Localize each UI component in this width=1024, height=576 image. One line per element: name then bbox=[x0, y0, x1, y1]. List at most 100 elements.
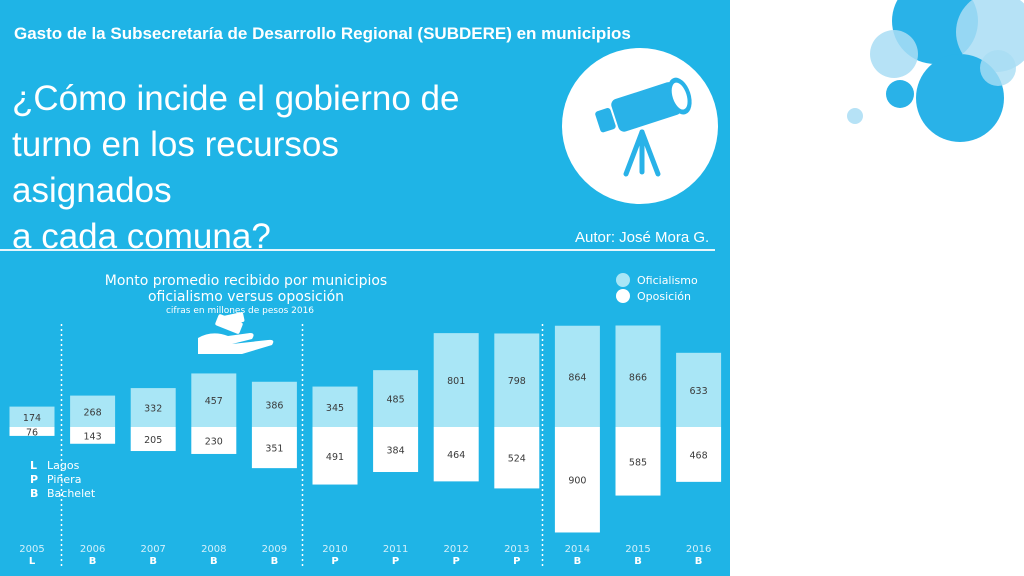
x-tick-government: B bbox=[210, 556, 218, 567]
data-label-oficialismo: 268 bbox=[84, 407, 102, 418]
x-tick-year: 2005 bbox=[19, 544, 44, 555]
legend-swatch-oposicion bbox=[616, 289, 630, 303]
bar-oposicion bbox=[70, 427, 116, 444]
key-name: Piñera bbox=[47, 473, 81, 486]
data-label-oficialismo: 457 bbox=[205, 396, 223, 407]
legend-label-oficialismo: Oficialismo bbox=[637, 274, 698, 287]
data-label-oposicion: 351 bbox=[265, 444, 283, 455]
x-tick-year: 2010 bbox=[322, 544, 347, 555]
headline-line: ¿Cómo incide el gobierno de bbox=[12, 79, 460, 118]
x-tick-government: B bbox=[634, 556, 642, 567]
x-tick-government: P bbox=[392, 556, 399, 567]
data-label-oposicion: 468 bbox=[690, 450, 708, 461]
x-tick-year: 2009 bbox=[262, 544, 287, 555]
chart-note: cifras en millones de pesos 2016 bbox=[166, 306, 314, 316]
bar-oficialismo bbox=[554, 325, 600, 427]
data-label-oposicion: 384 bbox=[387, 446, 405, 457]
bar-oposicion bbox=[494, 427, 540, 489]
key-code: L bbox=[30, 459, 37, 472]
legend: Oficialismo Oposición bbox=[616, 273, 698, 303]
bar-chart: Monto promedio recibido por municipios o… bbox=[9, 273, 722, 568]
data-label-oposicion: 585 bbox=[629, 457, 647, 468]
data-label-oposicion: 464 bbox=[447, 450, 465, 461]
kicker-title: Gasto de la Subsecretaría de Desarrollo … bbox=[14, 24, 631, 43]
bar-oposicion bbox=[312, 427, 358, 485]
data-label-oficialismo: 345 bbox=[326, 403, 344, 414]
bar-oficialismo bbox=[9, 406, 55, 427]
telescope-badge bbox=[562, 48, 718, 204]
government-key: L Lagos P Piñera B Bachelet bbox=[30, 459, 96, 500]
decorative-circle bbox=[870, 30, 918, 78]
bar-oficialismo bbox=[70, 395, 116, 427]
x-tick-government: P bbox=[513, 556, 520, 567]
data-label-oposicion: 205 bbox=[144, 435, 162, 446]
headline-line: turno en los recursos asignados bbox=[12, 125, 339, 210]
bar-oficialismo bbox=[312, 386, 358, 427]
bar-oposicion bbox=[191, 427, 237, 454]
data-label-oficialismo: 332 bbox=[144, 404, 162, 415]
data-label-oficialismo: 633 bbox=[690, 386, 708, 397]
bar-oposicion bbox=[373, 427, 419, 473]
key-code: B bbox=[30, 487, 38, 500]
data-label-oposicion: 524 bbox=[508, 454, 526, 465]
key-name: Bachelet bbox=[47, 487, 96, 500]
x-tick-year: 2006 bbox=[80, 544, 105, 555]
x-tick-year: 2015 bbox=[625, 544, 650, 555]
x-tick-year: 2013 bbox=[504, 544, 529, 555]
legend-label-oposicion: Oposición bbox=[637, 290, 691, 303]
bar-oficialismo bbox=[130, 388, 176, 427]
divider bbox=[0, 249, 715, 251]
decorative-circle bbox=[980, 50, 1016, 86]
x-tick-government: P bbox=[453, 556, 460, 567]
data-label-oposicion: 143 bbox=[84, 431, 102, 442]
bar-oposicion bbox=[130, 427, 176, 452]
x-tick-government: B bbox=[89, 556, 97, 567]
data-label-oficialismo: 798 bbox=[508, 376, 526, 387]
bars-layer: 174762005L2681432006B3322052007B45723020… bbox=[9, 324, 722, 568]
legend-swatch-oficialismo bbox=[616, 273, 630, 287]
chart-title: Monto promedio recibido por municipios bbox=[105, 273, 387, 289]
chart-subtitle: oficialismo versus oposición bbox=[148, 289, 344, 305]
bar-oficialismo bbox=[373, 370, 419, 427]
bar-oficialismo bbox=[191, 373, 237, 427]
key-name: Lagos bbox=[47, 459, 80, 472]
bar-oficialismo bbox=[676, 352, 722, 427]
author-credit: Autor: José Mora G. bbox=[575, 229, 710, 246]
headline: ¿Cómo incide el gobierno de turno en los… bbox=[12, 76, 482, 260]
data-label-oposicion: 230 bbox=[205, 436, 223, 447]
data-label-oficialismo: 174 bbox=[23, 413, 41, 424]
x-tick-government: B bbox=[271, 556, 279, 567]
bar-oficialismo bbox=[433, 333, 479, 427]
decorative-circle bbox=[847, 108, 863, 124]
x-tick-government: B bbox=[149, 556, 157, 567]
x-tick-government: P bbox=[331, 556, 338, 567]
data-label-oposicion: 900 bbox=[568, 476, 586, 487]
x-tick-year: 2008 bbox=[201, 544, 226, 555]
x-tick-year: 2011 bbox=[383, 544, 408, 555]
data-label-oposicion: 76 bbox=[26, 427, 38, 438]
bar-oposicion bbox=[615, 427, 661, 496]
bar-oposicion bbox=[433, 427, 479, 482]
bar-oposicion bbox=[9, 427, 55, 436]
bar-oposicion bbox=[251, 427, 297, 469]
infographic-panel: Gasto de la Subsecretaría de Desarrollo … bbox=[0, 0, 730, 576]
data-label-oficialismo: 866 bbox=[629, 372, 647, 383]
data-label-oposicion: 491 bbox=[326, 452, 344, 463]
data-label-oficialismo: 864 bbox=[568, 372, 586, 383]
x-tick-government: L bbox=[29, 556, 36, 567]
key-code: P bbox=[30, 473, 38, 486]
data-label-oficialismo: 386 bbox=[265, 400, 283, 411]
x-tick-year: 2016 bbox=[686, 544, 711, 555]
x-tick-year: 2012 bbox=[443, 544, 468, 555]
telescope-icon bbox=[595, 77, 692, 177]
x-tick-government: B bbox=[695, 556, 703, 567]
bar-oposicion bbox=[676, 427, 722, 482]
bar-oficialismo bbox=[494, 333, 540, 427]
bar-oposicion bbox=[554, 427, 600, 533]
money-hand-icon bbox=[198, 312, 274, 354]
x-tick-government: B bbox=[574, 556, 582, 567]
x-tick-year: 2014 bbox=[565, 544, 590, 555]
data-label-oficialismo: 485 bbox=[387, 395, 405, 406]
bar-oficialismo bbox=[615, 325, 661, 427]
bar-oficialismo bbox=[251, 381, 297, 427]
